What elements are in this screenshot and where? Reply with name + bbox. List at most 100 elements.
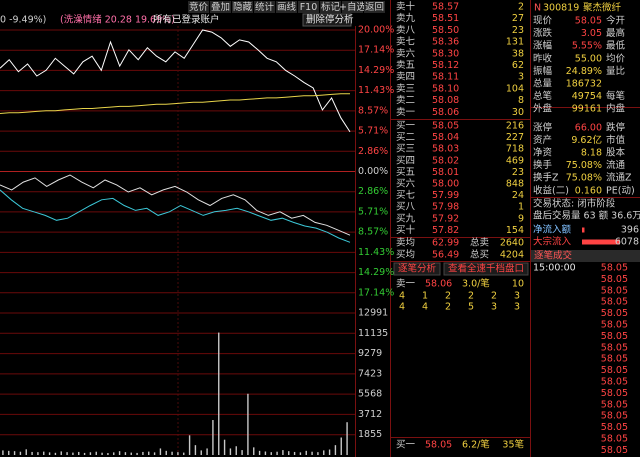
summary-total: 2640: [500, 238, 524, 249]
queue-button-label[interactable]: 逐笔分析: [398, 263, 437, 275]
volume-bar: [25, 449, 27, 455]
y-tick-label: 14.29%: [358, 267, 394, 278]
book-price: 58.03: [432, 144, 459, 155]
quote-extra: 均价: [606, 52, 626, 64]
flow-bar: [582, 227, 585, 233]
queue-label: 卖一: [396, 279, 416, 290]
toolbar-button-label[interactable]: 隐藏: [233, 1, 253, 13]
quote-extra: 每笔: [606, 90, 625, 102]
analysis-button[interactable]: [302, 13, 352, 27]
volume-bar: [229, 448, 232, 455]
toolbar-button-label[interactable]: 画线: [277, 1, 297, 13]
quote-extra: 市值: [606, 134, 626, 146]
queue-count: 35笔: [502, 439, 524, 451]
queue-cell: 4: [399, 291, 405, 302]
tick-price: 58.05: [601, 445, 628, 456]
queue-cell: 1: [422, 291, 428, 302]
book-price: 58.08: [432, 95, 459, 106]
volume-bar: [159, 448, 162, 455]
volume-bar: [206, 448, 208, 455]
toolbar-button-label[interactable]: 竞价: [189, 1, 209, 13]
quote-extra: 内盘: [606, 103, 626, 115]
volume-bar: [212, 420, 214, 455]
book-volume: 9: [518, 213, 524, 224]
quote-label: 外盘: [533, 103, 553, 115]
analysis-button-label[interactable]: 删除停分析: [306, 14, 354, 26]
book-price: 58.50: [432, 25, 459, 36]
queue-button[interactable]: [393, 262, 441, 276]
quote-label: 总笔: [533, 90, 552, 102]
toolbar-button[interactable]: [232, 1, 253, 13]
flow-bar: [582, 239, 620, 245]
toolbar-button[interactable]: [298, 1, 319, 13]
toolbar-button[interactable]: [320, 1, 341, 13]
volume-bar: [241, 450, 243, 455]
y-tick-label: 11.43%: [358, 247, 394, 258]
quote-value: 186732: [566, 79, 602, 90]
book-label: 买九: [396, 212, 416, 224]
book-volume: 131: [506, 37, 524, 48]
volume-bar: [299, 452, 302, 455]
volume-bar: [264, 451, 267, 455]
flow-value: 6078: [615, 237, 639, 248]
book-label: 买七: [396, 190, 416, 201]
toolbar-button-label[interactable]: 标记: [321, 1, 341, 13]
book-volume: 62: [512, 60, 524, 71]
summary-total: 4204: [500, 250, 524, 261]
book-price: 57.98: [432, 202, 459, 213]
quote-value: 55.00: [575, 53, 602, 64]
volume-bar: [328, 449, 331, 455]
summary-total-label: 总买: [470, 249, 489, 261]
quote-value: 8.18: [581, 148, 602, 159]
quote-extra: 今开: [606, 15, 626, 27]
tick-price: 58.05: [601, 388, 628, 399]
volume-bar: [282, 450, 284, 455]
toolbar-button-label[interactable]: 统计: [255, 1, 275, 13]
volume-bar: [148, 451, 150, 455]
book-price: 57.99: [432, 190, 459, 201]
toolbar-button-label[interactable]: +自选: [339, 1, 366, 13]
toolbar-button[interactable]: [276, 1, 297, 13]
code-prefix: N: [534, 3, 541, 14]
book-label: 卖二: [396, 95, 415, 106]
series-line: [0, 174, 351, 236]
y-tick-label: 8.57%: [358, 227, 388, 238]
toolbar-button[interactable]: [188, 1, 209, 13]
y-tick-label: 0.00%: [358, 166, 388, 177]
queue-cell: 3: [491, 302, 497, 313]
volume-bar: [171, 451, 173, 455]
queue-cell: 2: [491, 291, 497, 302]
volume-bar: [183, 452, 185, 455]
toolbar-button[interactable]: [210, 1, 231, 13]
volume-bar: [78, 451, 80, 455]
toolbar-button-label[interactable]: 返回: [365, 1, 384, 13]
toolbar-button[interactable]: [254, 1, 275, 13]
book-price: 58.57: [432, 2, 459, 13]
book-volume: 30: [512, 107, 524, 118]
volume-tick-label: 12991: [358, 308, 388, 319]
volume-bar: [288, 451, 290, 455]
book-label: 买二: [396, 132, 415, 143]
y-tick-label: 17.14%: [358, 287, 394, 298]
toolbar-button[interactable]: [364, 1, 385, 13]
quote-extra: 股本: [606, 147, 626, 159]
queue-button[interactable]: [443, 262, 529, 276]
toolbar-button-label[interactable]: F10: [300, 2, 318, 13]
toolbar-button[interactable]: [342, 1, 363, 13]
flow-value: 396: [621, 225, 639, 236]
queue-button-label[interactable]: 查看全速千档盘口: [448, 263, 524, 275]
volume-bar: [317, 452, 319, 455]
toolbar-button-label[interactable]: 叠加: [211, 2, 230, 13]
volume-bar: [235, 446, 237, 455]
book-volume: 23: [512, 25, 524, 36]
volume-bar: [276, 451, 278, 455]
book-price: 58.11: [432, 72, 459, 83]
flow-label: 净流入额: [533, 224, 572, 236]
volume-bar: [2, 450, 4, 455]
book-label: 买四: [396, 155, 415, 166]
stock-code: 300819: [543, 3, 579, 14]
volume-bar: [334, 445, 337, 455]
volume-bar: [83, 452, 86, 455]
quote-extra: 流通Z: [606, 172, 632, 184]
